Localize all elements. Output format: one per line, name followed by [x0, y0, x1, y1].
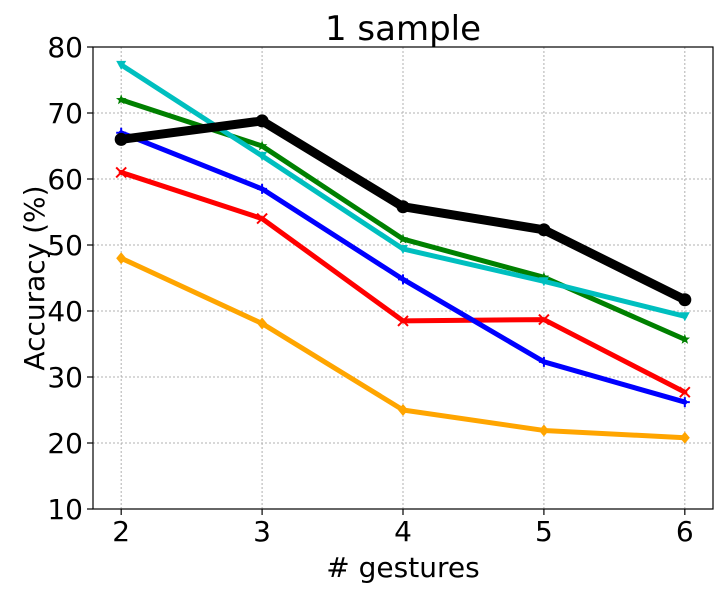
y-tick-label: 60	[47, 163, 83, 196]
y-tick-label: 30	[47, 361, 83, 394]
data-point	[537, 223, 551, 237]
x-tick-label: 6	[676, 515, 694, 548]
data-point	[679, 333, 691, 344]
data-point	[257, 151, 268, 161]
series-lines	[114, 60, 692, 444]
y-tick-label: 50	[47, 229, 83, 262]
series-0	[116, 252, 690, 444]
x-axis: 2 3 4 5 6	[112, 509, 694, 548]
y-tick-label: 10	[47, 493, 83, 526]
x-tick-label: 3	[253, 515, 271, 548]
data-point	[679, 431, 690, 444]
data-point	[396, 200, 410, 214]
data-point	[116, 252, 127, 265]
y-tick-label: 20	[47, 427, 83, 460]
x-tick-label: 5	[535, 515, 553, 548]
y-tick-label: 80	[47, 31, 83, 64]
data-point	[538, 271, 550, 282]
data-point	[257, 317, 268, 330]
data-point	[679, 397, 690, 408]
data-point	[398, 274, 408, 285]
x-tick-label: 4	[394, 515, 412, 548]
data-point	[397, 233, 409, 244]
data-point	[538, 313, 550, 326]
x-tick-label: 2	[112, 515, 130, 548]
data-point	[115, 166, 127, 179]
data-point	[255, 114, 269, 128]
series-5	[114, 114, 692, 307]
data-point	[538, 356, 549, 367]
data-point	[116, 60, 127, 70]
data-point	[257, 183, 268, 194]
series-2	[116, 127, 690, 408]
data-point	[398, 244, 408, 254]
series-1	[115, 166, 691, 398]
data-point	[398, 404, 408, 416]
data-point	[679, 312, 690, 322]
data-point	[256, 140, 268, 151]
data-point	[538, 424, 549, 437]
x-axis-label: # gestures	[326, 551, 479, 584]
y-axis-label: Accuracy (%)	[18, 185, 51, 370]
y-tick-label: 40	[47, 295, 83, 328]
chart-title: 1 sample	[325, 9, 481, 49]
data-point	[678, 293, 692, 307]
data-point	[538, 277, 549, 287]
data-point	[114, 132, 128, 146]
data-point	[115, 94, 127, 105]
y-axis: 10 20 30 40 50 60 70 80	[47, 31, 93, 526]
data-point	[397, 315, 409, 327]
data-point	[256, 212, 268, 225]
y-tick-label: 70	[47, 97, 83, 130]
data-point	[679, 386, 691, 398]
